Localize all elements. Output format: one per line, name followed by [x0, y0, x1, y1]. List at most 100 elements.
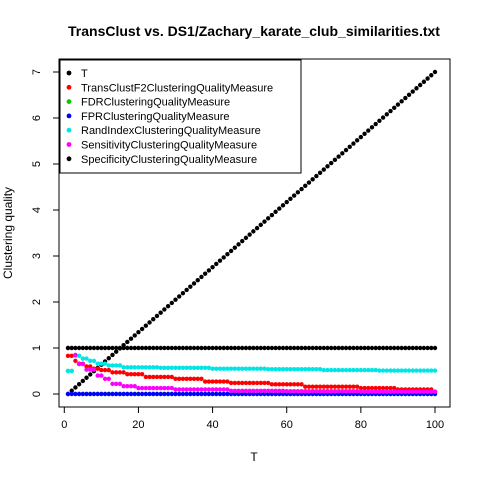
data-point [273, 209, 278, 215]
data-point [358, 389, 364, 394]
data-point [388, 368, 393, 373]
data-point [132, 365, 137, 370]
data-point [340, 151, 345, 156]
data-point [321, 167, 326, 172]
data-point [251, 345, 256, 351]
data-point [325, 389, 330, 394]
data-point [247, 391, 252, 397]
data-point [432, 345, 438, 351]
data-point [80, 356, 86, 361]
data-point [410, 368, 415, 373]
data-point [162, 365, 167, 370]
data-point [303, 183, 308, 189]
data-point [336, 345, 341, 351]
data-point [228, 391, 234, 397]
data-point [310, 384, 315, 389]
data-point [184, 287, 189, 293]
data-point [310, 389, 315, 394]
data-point [206, 387, 212, 392]
data-point [314, 389, 319, 394]
series-6 [65, 345, 438, 351]
data-point [317, 389, 323, 394]
data-point [262, 219, 267, 224]
data-point [151, 374, 156, 380]
data-point [232, 366, 238, 371]
data-point [191, 365, 197, 370]
data-point [329, 384, 334, 389]
data-point [95, 345, 100, 351]
data-point [277, 345, 282, 351]
data-point [373, 345, 378, 351]
data-point [210, 391, 215, 397]
data-point [202, 387, 208, 392]
data-point [380, 115, 386, 120]
data-point [221, 391, 226, 397]
data-point [306, 345, 312, 351]
data-point [262, 366, 267, 371]
data-point [139, 391, 145, 397]
data-point [76, 361, 82, 367]
data-point [299, 366, 304, 372]
data-point [95, 373, 100, 378]
data-point [73, 352, 78, 358]
data-point [354, 389, 360, 394]
data-point [210, 264, 215, 270]
data-point [132, 345, 137, 351]
data-point [199, 376, 204, 382]
data-point [295, 345, 301, 351]
data-point [147, 391, 152, 397]
data-point [95, 366, 100, 371]
data-point [217, 391, 223, 397]
data-point [188, 284, 193, 289]
data-point [310, 177, 315, 182]
data-point [169, 391, 174, 397]
data-point [143, 385, 149, 391]
data-point [336, 154, 341, 159]
data-point [84, 345, 89, 351]
data-point [158, 365, 163, 370]
legend-marker [66, 84, 72, 90]
data-point [306, 384, 312, 389]
data-point [76, 382, 82, 387]
data-point [65, 368, 71, 374]
data-point [136, 345, 141, 351]
data-point [69, 345, 74, 351]
data-point [277, 388, 282, 393]
data-point [406, 92, 412, 97]
data-point [306, 180, 312, 185]
data-point [295, 190, 301, 195]
data-point [110, 363, 115, 368]
data-point [414, 389, 419, 394]
data-point [173, 345, 178, 351]
data-point [414, 368, 419, 373]
data-point [262, 388, 267, 393]
x-tick-label: 40 [206, 419, 218, 431]
data-point [366, 367, 371, 373]
data-point [151, 345, 156, 351]
data-point [91, 345, 97, 351]
legend-marker [66, 70, 72, 76]
data-point [191, 391, 197, 397]
y-tick-label: 2 [31, 299, 43, 305]
data-point [377, 345, 382, 351]
data-point [221, 387, 226, 392]
data-point [247, 388, 252, 393]
data-point [243, 366, 249, 371]
data-point [199, 365, 204, 370]
data-point [73, 391, 78, 397]
data-point [177, 294, 182, 299]
data-point [151, 385, 156, 391]
data-point [184, 376, 189, 382]
data-point [310, 345, 315, 351]
data-point [177, 376, 182, 382]
data-point [243, 380, 249, 386]
data-point [340, 389, 345, 394]
data-point [269, 345, 275, 351]
data-point [199, 274, 204, 280]
data-point [429, 389, 434, 394]
data-point [195, 365, 200, 370]
data-point [84, 391, 89, 397]
data-point [165, 345, 171, 351]
data-point [265, 216, 271, 221]
legend-label: SpecificityClusteringQualityMeasure [81, 154, 257, 166]
